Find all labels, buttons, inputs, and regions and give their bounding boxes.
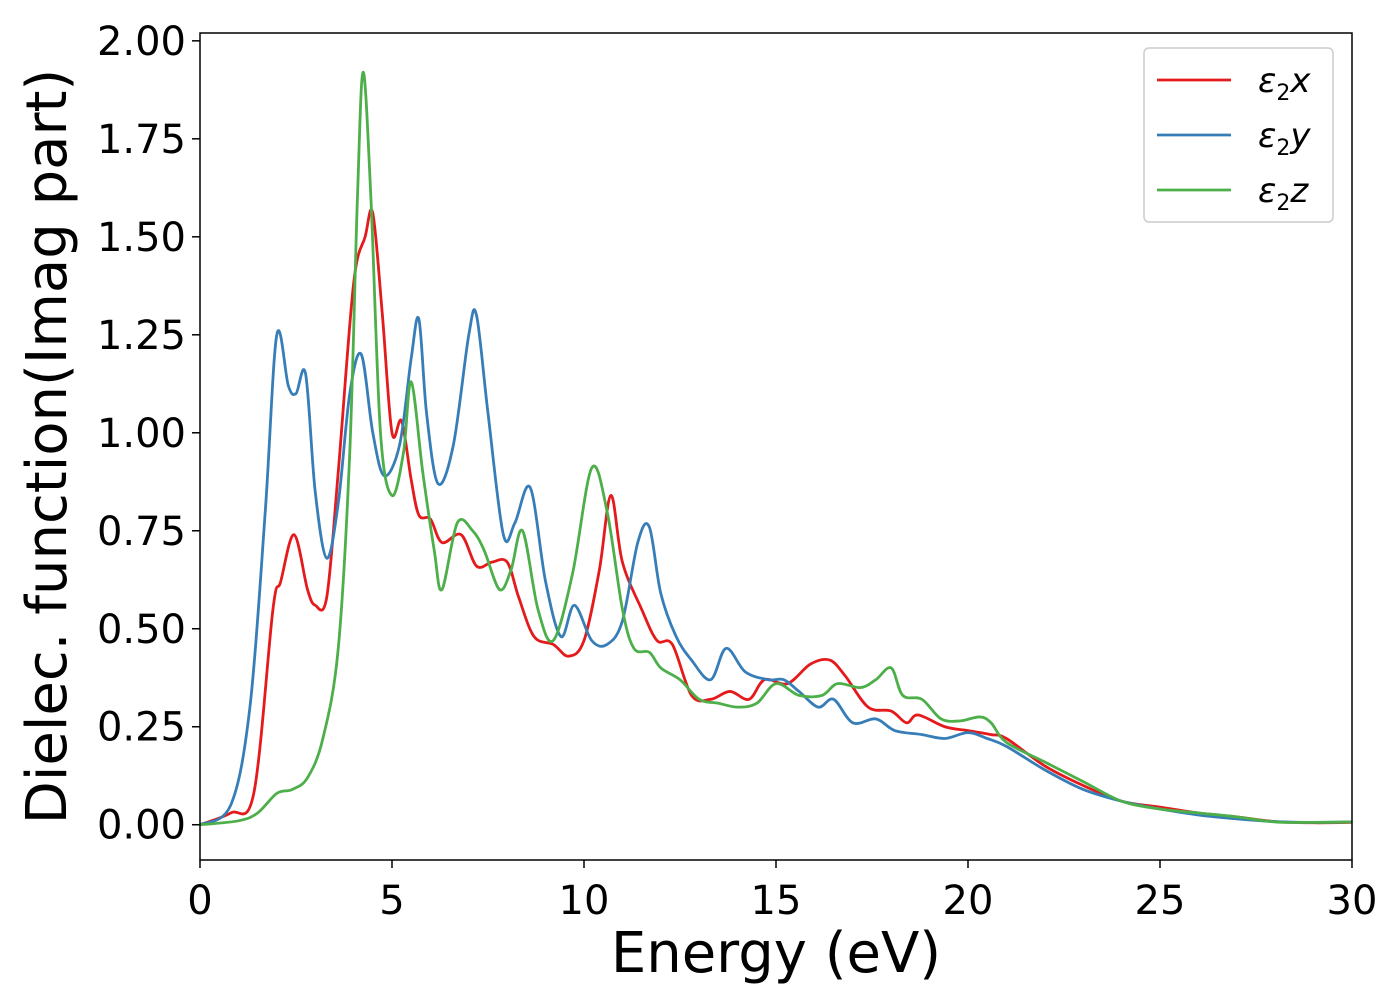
x-tick-label: 30 (1327, 878, 1378, 924)
y-tick-label: 1.75 (97, 117, 186, 163)
x-tick-label: 5 (379, 878, 404, 924)
y-axis-ticks: 0.00 0.25 0.50 0.75 1.00 1.25 1.50 1.75 2.00 (97, 19, 200, 849)
y-tick-label: 0.75 (97, 509, 186, 555)
y-tick-label: 1.00 (97, 411, 186, 457)
x-tick-label: 15 (751, 878, 802, 924)
series-layer (200, 70, 1352, 827)
y-tick-label: 2.00 (97, 19, 186, 65)
legend: ε2x ε2y ε2z (1143, 47, 1334, 223)
y-tick-label: 1.25 (97, 313, 186, 359)
y-tick-label: 0.25 (97, 705, 186, 751)
legend-label-y: ε2y (1258, 116, 1311, 161)
series-line-y (200, 308, 1352, 827)
x-tick-label: 20 (943, 878, 994, 924)
y-tick-label: 1.50 (97, 215, 186, 261)
x-tick-label: 25 (1135, 878, 1186, 924)
x-axis-ticks: 0 5 10 15 20 25 30 (187, 860, 1377, 924)
y-tick-label: 0.00 (97, 803, 186, 849)
series-line-x (200, 208, 1352, 827)
x-tick-label: 10 (559, 878, 610, 924)
legend-frame (1143, 47, 1334, 223)
legend-label-x: ε2x (1258, 61, 1311, 106)
y-tick-label: 0.50 (97, 607, 186, 653)
series-line-z (200, 70, 1352, 827)
legend-label-z: ε2z (1258, 171, 1309, 216)
x-tick-label: 0 (187, 878, 212, 924)
x-axis-title: Energy (eV) (611, 921, 941, 986)
y-axis-title: Dielec. function(Imag part) (15, 69, 80, 825)
